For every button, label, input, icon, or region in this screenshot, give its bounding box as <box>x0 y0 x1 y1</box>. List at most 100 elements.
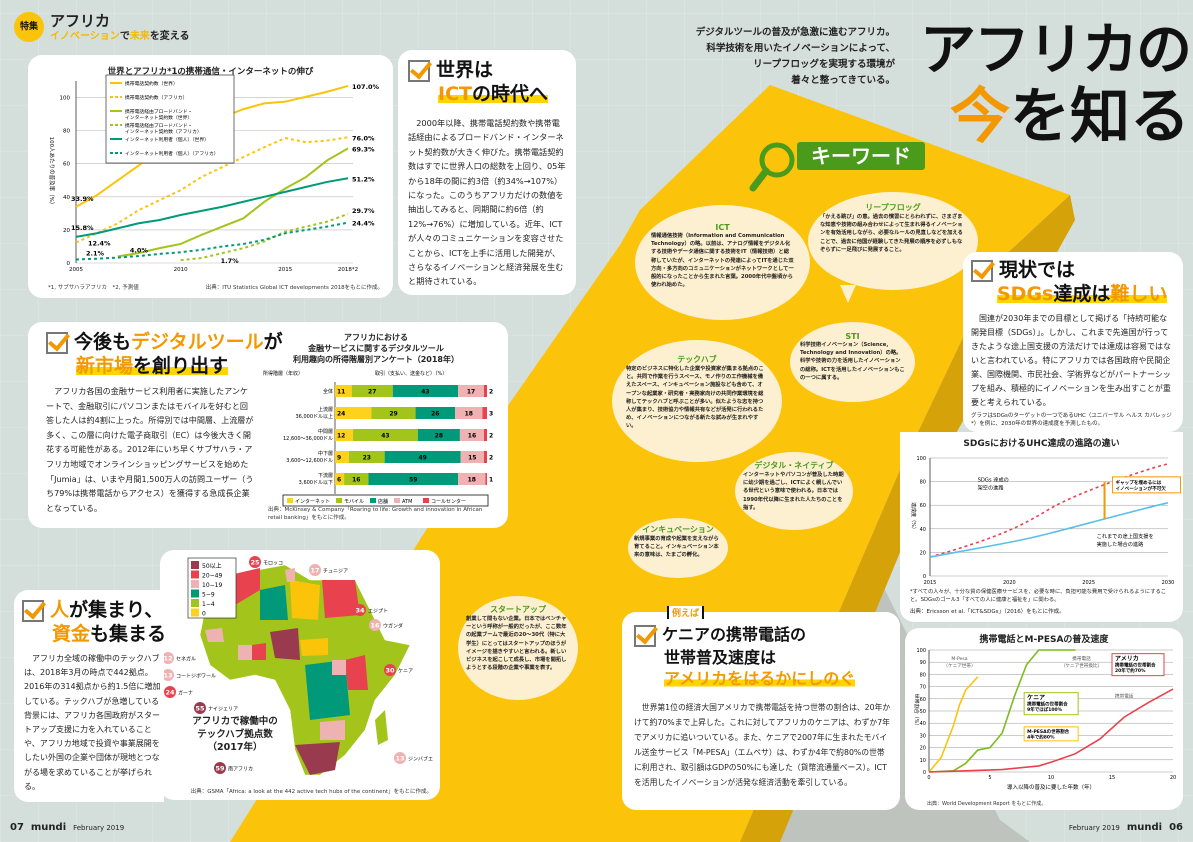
bar-segment <box>335 473 345 485</box>
y-tick-label: 100 <box>916 456 926 462</box>
bar-segment <box>459 429 484 441</box>
data-label: 12.4% <box>88 239 111 247</box>
section-sdgs: 現状では SDGs達成は難しい 国連が2030年までの目標として掲げる「持続可能な… <box>963 252 1183 432</box>
keyword-bubble-incubation: インキュベーション 新規事業の育成や起業を支えながら育てること。インキュベーショ… <box>628 518 728 578</box>
feature-subtitle-3: 未来 <box>129 31 150 42</box>
kenya-tag: 例えば <box>667 606 705 619</box>
y-axis-label: 100人あたりの普及率（%） <box>48 137 56 208</box>
africa-map: 50以上 20−49 10−19 5−9 1−4 0 25 モロッコ 17 チュニジア 34 エジプト… <box>162 556 433 776</box>
keyword-bubble-ict: ICT 情報通信技術（Information and Communication… <box>635 205 810 320</box>
title-highlight: デジタルツール <box>131 331 264 353</box>
y-tick-label: 20 <box>920 746 926 752</box>
bar-value: 26 <box>431 411 439 418</box>
section-sdgs-title: 現状では SDGs達成は難しい <box>971 258 1175 306</box>
bubble-title: スタートアップ <box>490 605 546 614</box>
legend-label: インターネット契約数（世界） <box>125 114 192 121</box>
feature-subtitle: イノベーションで未来を変える <box>50 27 190 42</box>
chart-growth-title: 世界とアフリカ*1の携帯通信・インターネットの伸び <box>107 67 314 77</box>
country-value: 13 <box>163 672 172 680</box>
bar-segment <box>368 473 459 485</box>
legend-label: 5−9 <box>202 592 215 599</box>
y-tick-label: 40 <box>920 721 926 727</box>
y-tick-label: 40 <box>920 527 926 533</box>
chart-uhc-panel: SDGsにおけるUHC達成の進路の違い 0 20 40 60 80 100 2015 2020… <box>900 432 1183 622</box>
legend-label: モバイル <box>344 499 364 505</box>
category-label: 下流層 <box>318 472 333 479</box>
legend-label: 50以上 <box>202 562 222 570</box>
legend-swatch <box>336 498 342 503</box>
bar-value: 29 <box>389 411 397 418</box>
bar-segment <box>392 385 459 397</box>
brand-left: mundi <box>30 822 67 833</box>
bar-segment <box>335 385 352 397</box>
bar-value: 2 <box>489 455 493 462</box>
bar-segment <box>353 429 418 441</box>
y-axis-label: 世帯割合（%） <box>913 694 920 729</box>
region-madagascar <box>375 710 388 745</box>
title-part: を創り出す <box>133 355 229 377</box>
title-part: が集まり、 <box>69 599 164 621</box>
y-tick-label: 0 <box>923 770 926 776</box>
x-tick-label: 20 <box>1170 775 1176 781</box>
y-tick-label: 50 <box>920 709 926 715</box>
bar-value: 15 <box>468 455 476 462</box>
country-badge <box>249 556 261 568</box>
x-tick-label: 0 <box>927 775 930 781</box>
country-value: 55 <box>195 705 205 713</box>
chart-growth-footnote: *1, サブサハラアフリカ *2, 予測値 <box>48 283 139 291</box>
region-south-africa <box>295 742 340 775</box>
hero-title-rest: を知る <box>1010 82 1190 152</box>
category-label: 全体 <box>323 388 333 395</box>
data-label: 4.0% <box>130 246 149 254</box>
chart-finance-source: 出典：McKinsey & Company「Roaring to life: G… <box>268 507 483 521</box>
y-tick-label: 100 <box>60 96 71 102</box>
y-tick-label: 60 <box>920 697 926 703</box>
data-label: 1.7% <box>221 257 240 265</box>
callout-text: 携帯電話の世帯割合 <box>1027 701 1068 708</box>
title-part: が <box>263 331 283 353</box>
bar-segment <box>458 473 486 485</box>
region-egypt <box>322 580 360 618</box>
map-source: 出典：GSMA「Africa: a look at the 442 active… <box>190 789 432 795</box>
feature-subtitle-1: イノベーション <box>50 31 120 42</box>
bubble-body: 科学技術イノベーション（Science, Technology and Inno… <box>800 342 905 381</box>
checkbox-icon <box>408 59 430 82</box>
chart-growth-source: 出典：ITU Statistics Global ICT development… <box>205 285 383 291</box>
country-name: ガーナ <box>178 690 193 697</box>
bubble-body: インターネットやパソコンが普及した時期に幼少期を過ごし、ICTによく親しんでいる… <box>743 472 844 511</box>
region-libya <box>290 580 320 620</box>
bubble-body: 情報通信技術（Information and Communication Tec… <box>651 233 794 289</box>
data-label: 69.3% <box>352 145 375 153</box>
section-kenya: 例えば ケニアの携帯電話の 世帯普及速度は アメリカをはるかにしのぐ 世界第1位の経… <box>622 606 900 810</box>
country-value: 12 <box>163 655 172 663</box>
x-tick-label: 2015 <box>924 580 937 586</box>
x-tick-label: 2010 <box>174 267 188 273</box>
feature-badge: 特集 <box>14 12 44 42</box>
series-label: （ケニア世帯） <box>943 662 975 669</box>
x-tick-label: 2030 <box>1162 580 1175 586</box>
hero-title-accent: 今 <box>950 82 1010 152</box>
series-line <box>928 688 1174 773</box>
footnote-2: *2, 予測値 <box>112 285 139 291</box>
legend-box <box>105 74 235 164</box>
data-label: 2.1% <box>86 250 105 258</box>
legend-swatch <box>191 608 199 617</box>
country-value: 17 <box>310 567 319 575</box>
legend-swatch <box>191 599 199 607</box>
bar-segment <box>384 451 461 463</box>
legend-label: インターネット利用者（個人）（アフリカ） <box>125 150 219 157</box>
callout-title: アメリカ <box>1115 656 1139 663</box>
data-label: 15.8% <box>71 224 94 232</box>
category-label: 12,600〜36,000ドル <box>283 436 333 442</box>
legend-swatch <box>287 498 293 503</box>
title-part: 世界は <box>436 59 494 81</box>
category-label: 36,000ドル以上 <box>296 413 334 420</box>
country-name: チュニジア <box>323 569 348 575</box>
category-label: 中間層 <box>318 428 333 435</box>
y-tick-label: 10 <box>920 758 926 764</box>
country-name: ナイジェリア <box>208 707 238 713</box>
legend-swatch <box>394 498 400 503</box>
map-title: アフリカで稼働中の テックハブ拠点数 （2017年） <box>180 715 290 754</box>
keyword-bubble-leapfrog: リープフロッグ 「かえる跳び」の意。過去の慣習にとらわれずに、さまざまな知恵や技… <box>808 192 978 290</box>
title-line: アフリカにおける <box>344 333 408 342</box>
